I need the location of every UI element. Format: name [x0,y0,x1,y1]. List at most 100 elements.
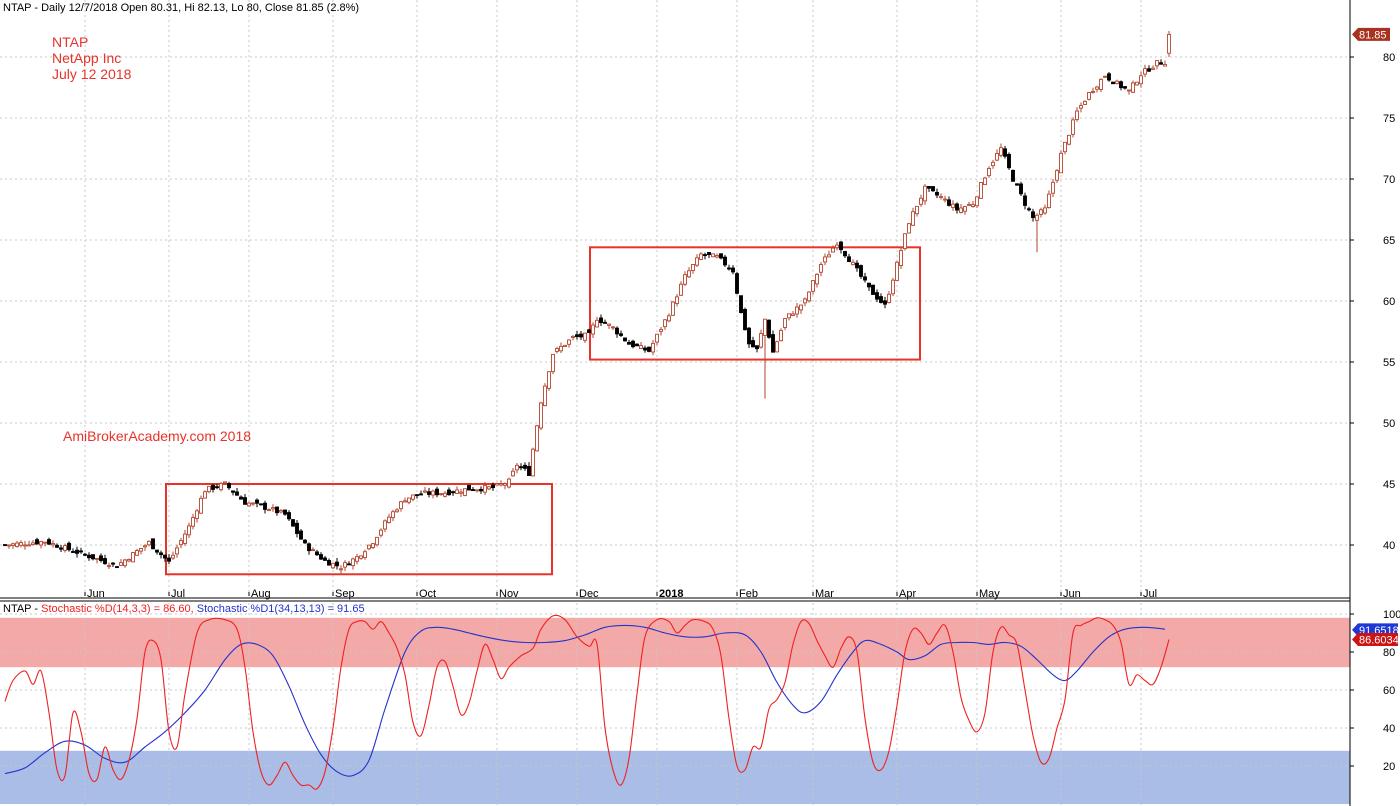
last-price-badge-text: 81.85 [1359,29,1387,41]
candle-body [119,562,123,566]
candle-body [775,341,779,353]
candle-body [675,296,679,304]
candle-body [155,549,159,553]
candle-body [803,298,807,304]
candle-body [175,547,179,555]
candle-body [147,540,151,546]
price-pane-title: NTAP - Daily 12/7/2018 Open 80.31, Hi 82… [3,2,359,14]
candle-body [895,261,899,281]
range-boxes [165,246,921,576]
candle-body [627,341,631,345]
candle-body [59,547,63,550]
candle-body [127,558,131,562]
candle-body [587,329,591,333]
x-tick-label: Jun [87,588,105,600]
candle-body [371,543,375,548]
candle-body [71,551,75,553]
candle-body [399,501,403,510]
candle-body [763,318,767,336]
candle-body [343,562,347,568]
candle-body [479,488,483,492]
candle-body [547,371,551,389]
candle-body [515,464,519,471]
candle-body [1143,68,1147,75]
candle-body [651,342,655,353]
range-box [589,246,921,361]
candle-body [783,318,787,328]
candle-body [167,557,171,562]
candle-body [667,315,671,322]
candle-body [1031,211,1035,219]
last-price-badge-shape [1352,27,1390,41]
candle-body [1011,169,1015,182]
candle-body [971,204,975,207]
candle-body [771,334,775,353]
candle-body [647,346,651,352]
company-annotation: NetApp Inc [52,50,121,66]
candle-body [851,261,855,266]
candle-body [1055,170,1059,181]
candle-body [575,334,579,338]
candle-body [975,196,979,207]
candle-body [719,253,723,259]
candle-body [755,345,759,350]
candle-body [183,533,187,544]
candle-body [799,304,803,311]
stoch-fast-line [4,614,1170,790]
ticker-annotation: NTAP [52,34,88,50]
candlestick-series [3,31,1171,574]
candle-body [963,206,967,212]
range-box [165,483,553,576]
candle-body [919,197,923,205]
candle-body [135,550,139,556]
candle-body [159,552,163,556]
candle-body [787,313,791,319]
candle-body [611,326,615,329]
candle-body [887,293,891,304]
price-y-tick-label: 65 [1383,235,1395,247]
candle-body [1119,81,1123,89]
candle-body [835,244,839,249]
candle-body [259,503,263,506]
candle-body [915,205,919,215]
credit-annotation: AmiBrokerAcademy.com 2018 [63,428,251,444]
candle-body [351,558,355,567]
stoch-slow-line [4,624,1166,777]
candle-body [731,267,735,273]
candle-body [883,300,887,305]
candle-body [211,484,215,490]
candle-body [679,283,683,296]
candle-body [1007,153,1011,169]
candle-body [631,340,635,348]
candle-body [459,491,463,494]
candle-body [939,196,943,199]
candle-body [847,256,851,263]
candle-body [491,484,495,489]
band-oversold [0,750,1350,804]
candle-body [7,544,11,547]
candle-body [1167,33,1171,54]
candle-body [303,539,307,544]
candle-body [603,321,607,324]
x-tick-label: Dec [579,588,599,600]
candle-body [991,161,995,167]
candle-body [375,536,379,546]
candle-body [23,544,27,547]
candle-body [295,522,299,534]
candle-body [639,345,643,350]
candle-body [251,502,255,505]
candle-body [39,540,43,546]
candle-body [907,223,911,234]
candle-body [959,207,963,213]
x-tick-label: Jul [171,588,185,600]
x-tick-label: Apr [899,588,916,600]
candle-body [47,539,51,545]
candle-body [227,483,231,489]
candle-body [1123,86,1127,89]
candle-body [715,255,719,258]
candle-body [791,313,795,316]
candle-body [255,499,259,504]
candle-body [143,545,147,548]
candle-body [699,253,703,260]
